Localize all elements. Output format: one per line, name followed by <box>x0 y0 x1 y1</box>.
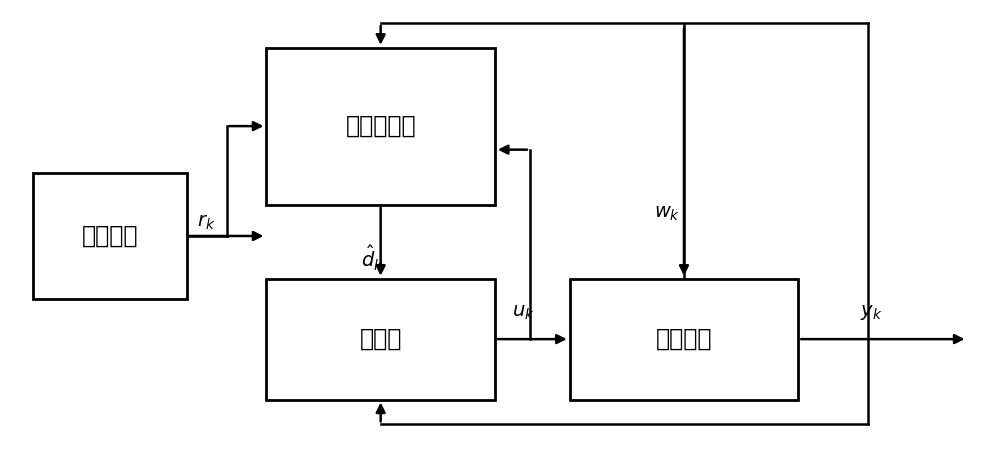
Text: 伺服对象: 伺服对象 <box>656 327 712 351</box>
Text: 给定模块: 给定模块 <box>81 224 138 248</box>
Bar <box>266 279 495 400</box>
Bar <box>266 48 495 205</box>
Text: 扰动观测器: 扰动观测器 <box>345 114 416 138</box>
Text: $u_k$: $u_k$ <box>512 303 535 322</box>
Text: $r_k$: $r_k$ <box>197 213 215 232</box>
Bar <box>570 279 798 400</box>
Text: $\hat{d}_k$: $\hat{d}_k$ <box>361 244 384 273</box>
Text: $y_k$: $y_k$ <box>860 303 882 322</box>
Text: $w_k$: $w_k$ <box>654 204 680 223</box>
Text: 控制器: 控制器 <box>359 327 402 351</box>
Bar <box>33 173 187 299</box>
